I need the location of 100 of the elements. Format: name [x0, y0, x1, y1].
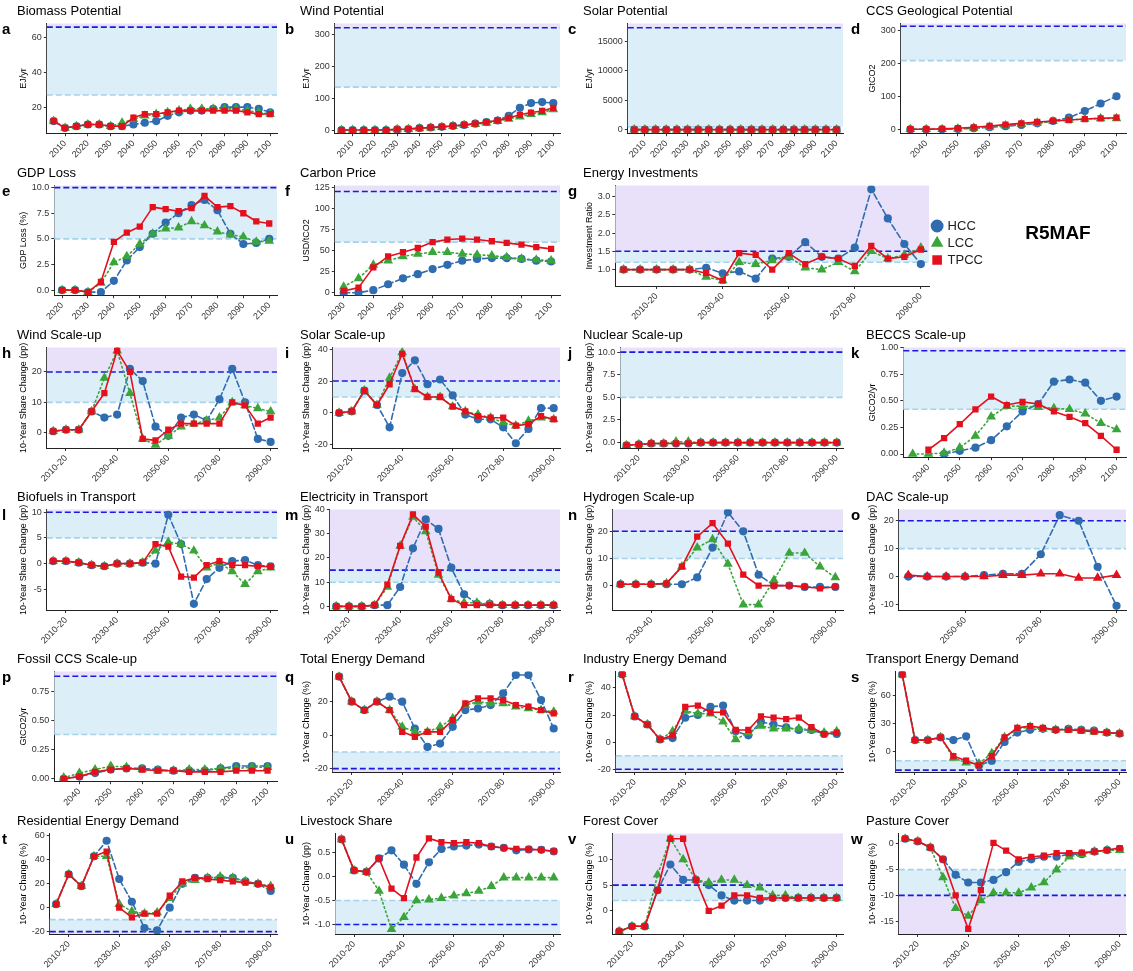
y-axis-title: EJ/yr — [17, 68, 28, 89]
chart-title: Hydrogen Scale-up — [583, 489, 695, 505]
y-tick-label: -20 — [31, 926, 45, 937]
y-tick-label: 20 — [597, 525, 608, 536]
y-axis-title: 10-Year Share Change (pp) — [300, 504, 311, 615]
y-axis-title: 10-Year Share Change (pp) — [17, 342, 28, 453]
legend-label: HCC — [947, 217, 976, 233]
y-tick-label: 100 — [314, 92, 330, 103]
y-tick-label: 0 — [319, 600, 325, 611]
y-tick-label: 40 — [34, 854, 45, 865]
chart-title: Electricity in Transport — [300, 489, 429, 505]
text: w — [850, 829, 863, 847]
y-tick-label: 10 — [883, 543, 894, 554]
y-tick-label: 25 — [319, 266, 330, 277]
y-axis-title: 10-Year Share Change (pp) — [300, 342, 311, 453]
y-tick-label: 5000 — [602, 94, 623, 105]
y-tick-label: 0.0 — [317, 871, 331, 882]
text: e — [2, 181, 11, 199]
y-tick-label: 20 — [317, 696, 328, 707]
y-tick-label: 125 — [314, 181, 330, 192]
y-tick-label: 10.0 — [597, 346, 616, 357]
y-tick-label: 40 — [317, 343, 328, 354]
text: p — [2, 667, 12, 685]
y-tick-label: 20 — [314, 552, 325, 563]
chart-title: DAC Scale-up — [866, 489, 949, 505]
y-tick-label: 60 — [880, 689, 891, 700]
y-tick-label: 200 — [314, 60, 330, 71]
text: a — [2, 19, 11, 37]
y-tick-label: 0.5 — [317, 847, 331, 858]
y-tick-label: 5 — [36, 532, 42, 543]
text: o — [851, 505, 861, 523]
y-tick-label: 1.00 — [880, 342, 899, 353]
y-axis-title: EJ/yr — [300, 68, 311, 89]
chart-title: Forest Cover — [583, 813, 659, 829]
text: k — [851, 343, 860, 361]
text: m — [285, 505, 299, 523]
text: h — [2, 343, 12, 361]
y-axis-title: 10-Year Change (pp) — [300, 841, 311, 926]
chart-title: BECCS Scale-up — [866, 327, 966, 343]
y-tick-label: 0 — [888, 838, 894, 849]
text: s — [851, 667, 860, 685]
y-tick-label: 1.0 — [597, 264, 611, 275]
y-tick-label: 0 — [39, 902, 45, 913]
text: d — [851, 19, 861, 37]
chart-title: Pasture Cover — [866, 813, 950, 829]
y-axis-title: 10-Year Share Change (pp) — [583, 504, 594, 615]
y-tick-label: 50 — [319, 245, 330, 255]
y-tick-label: -5 — [885, 864, 894, 875]
text: v — [568, 829, 577, 847]
y-tick-label: 30 — [314, 528, 325, 539]
chart-title: Fossil CCS Scale-up — [17, 651, 137, 667]
y-tick-label: 20 — [883, 515, 894, 526]
y-tick-label: 20 — [34, 878, 45, 889]
y-tick-label: 0 — [602, 580, 608, 591]
text: l — [2, 505, 7, 523]
y-tick-label: 40 — [600, 682, 611, 693]
chart-title: Transport Energy Demand — [866, 651, 1019, 667]
y-axis-title: Investment Ratio — [583, 202, 594, 270]
legend-label: TPCC — [947, 251, 983, 267]
chart-title: Solar Scale-up — [300, 327, 386, 343]
y-tick-label: 10000 — [597, 65, 623, 76]
y-axis-title: GtCO2/yr — [17, 707, 28, 746]
y-tick-label: 0 — [885, 745, 891, 756]
y-tick-label: -20 — [597, 763, 611, 774]
y-axis-title: 10-Year Change (%) — [17, 842, 28, 925]
y-tick-label: 10 — [31, 396, 42, 407]
y-axis-title: EJ/yr — [583, 68, 594, 89]
y-tick-label: -15 — [880, 915, 894, 926]
chart-title: Nuclear Scale-up — [583, 327, 683, 343]
y-axis-title: 10-Year Share Change (pp) — [866, 504, 877, 615]
y-axis-title: GDP Loss (%) — [17, 211, 28, 270]
text: j — [567, 343, 573, 361]
y-tick-label: 300 — [880, 24, 896, 35]
chart-title: Livestock Share — [300, 813, 393, 829]
y-tick-label: 40 — [314, 504, 325, 515]
y-tick-label: 40 — [31, 66, 42, 77]
y-axis-title: 10-Year Change (%) — [866, 842, 877, 925]
y-tick-label: 10 — [597, 853, 608, 864]
y-tick-label: 20 — [31, 101, 42, 112]
y-tick-label: 1.5 — [597, 245, 611, 256]
y-tick-label: 0.75 — [31, 685, 50, 696]
y-axis-title: 10-Year Share Change (pp) — [583, 342, 594, 453]
y-tick-label: 5.0 — [602, 391, 616, 402]
y-axis-title: 10-Year Change (%) — [300, 680, 311, 763]
y-tick-label: -10 — [880, 889, 894, 900]
y-axis-title: 10-Year Change (%) — [583, 842, 594, 925]
text: n — [568, 505, 578, 523]
y-tick-label: 0 — [888, 571, 894, 582]
y-tick-label: 3.0 — [597, 191, 611, 202]
y-tick-label: -0.5 — [314, 895, 331, 906]
y-tick-label: 0 — [36, 427, 42, 438]
text: u — [285, 829, 295, 847]
y-tick-label: 20 — [317, 375, 328, 386]
y-tick-label: 5.0 — [36, 233, 50, 244]
y-tick-label: 10 — [314, 576, 325, 587]
legend-label: LCC — [947, 234, 974, 250]
y-tick-label: 2.5 — [597, 209, 611, 220]
y-tick-label: 60 — [31, 32, 42, 42]
y-tick-label: 0 — [322, 407, 328, 418]
y-tick-label: 0.00 — [880, 448, 899, 459]
